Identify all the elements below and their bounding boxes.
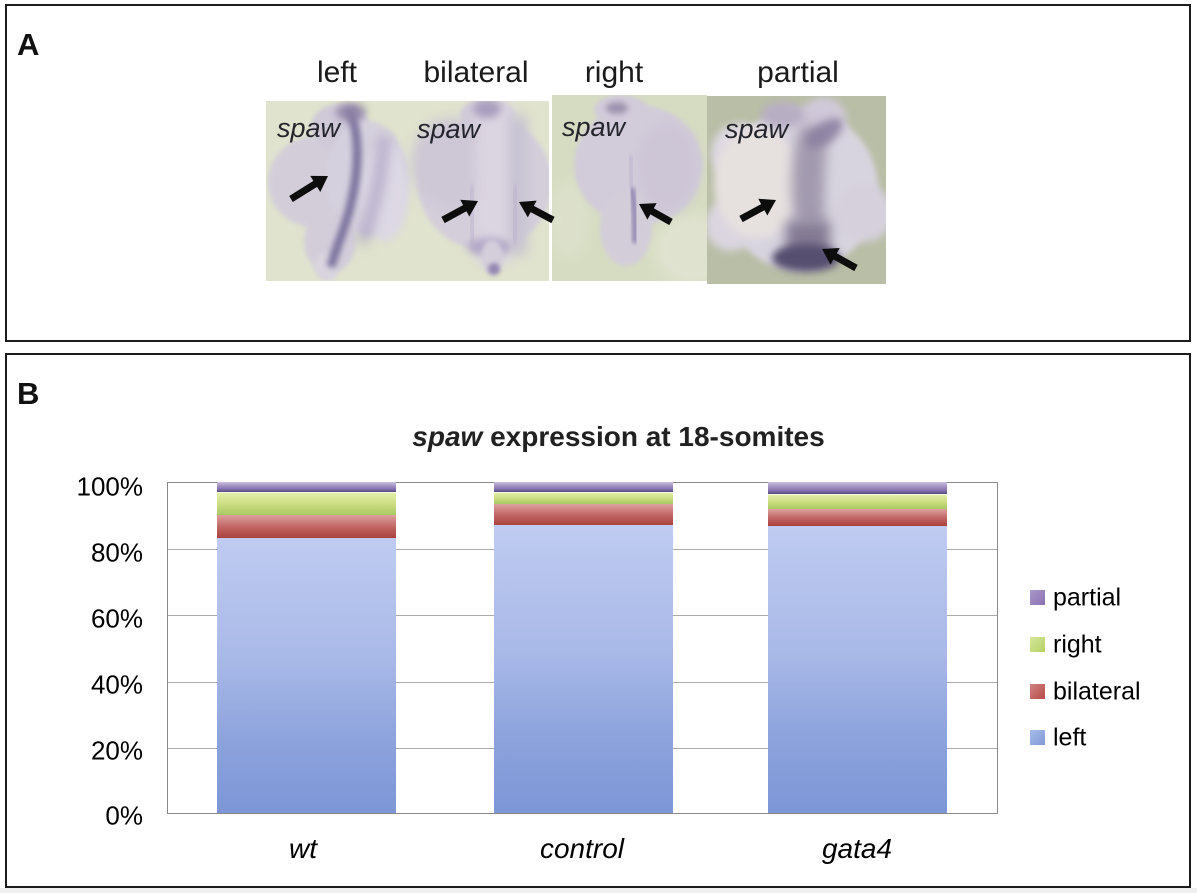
- svg-text:spaw: spaw: [417, 114, 482, 144]
- svg-text:spaw: spaw: [277, 113, 342, 143]
- svg-text:spaw: spaw: [562, 112, 627, 142]
- svg-text:spaw: spaw: [725, 114, 790, 144]
